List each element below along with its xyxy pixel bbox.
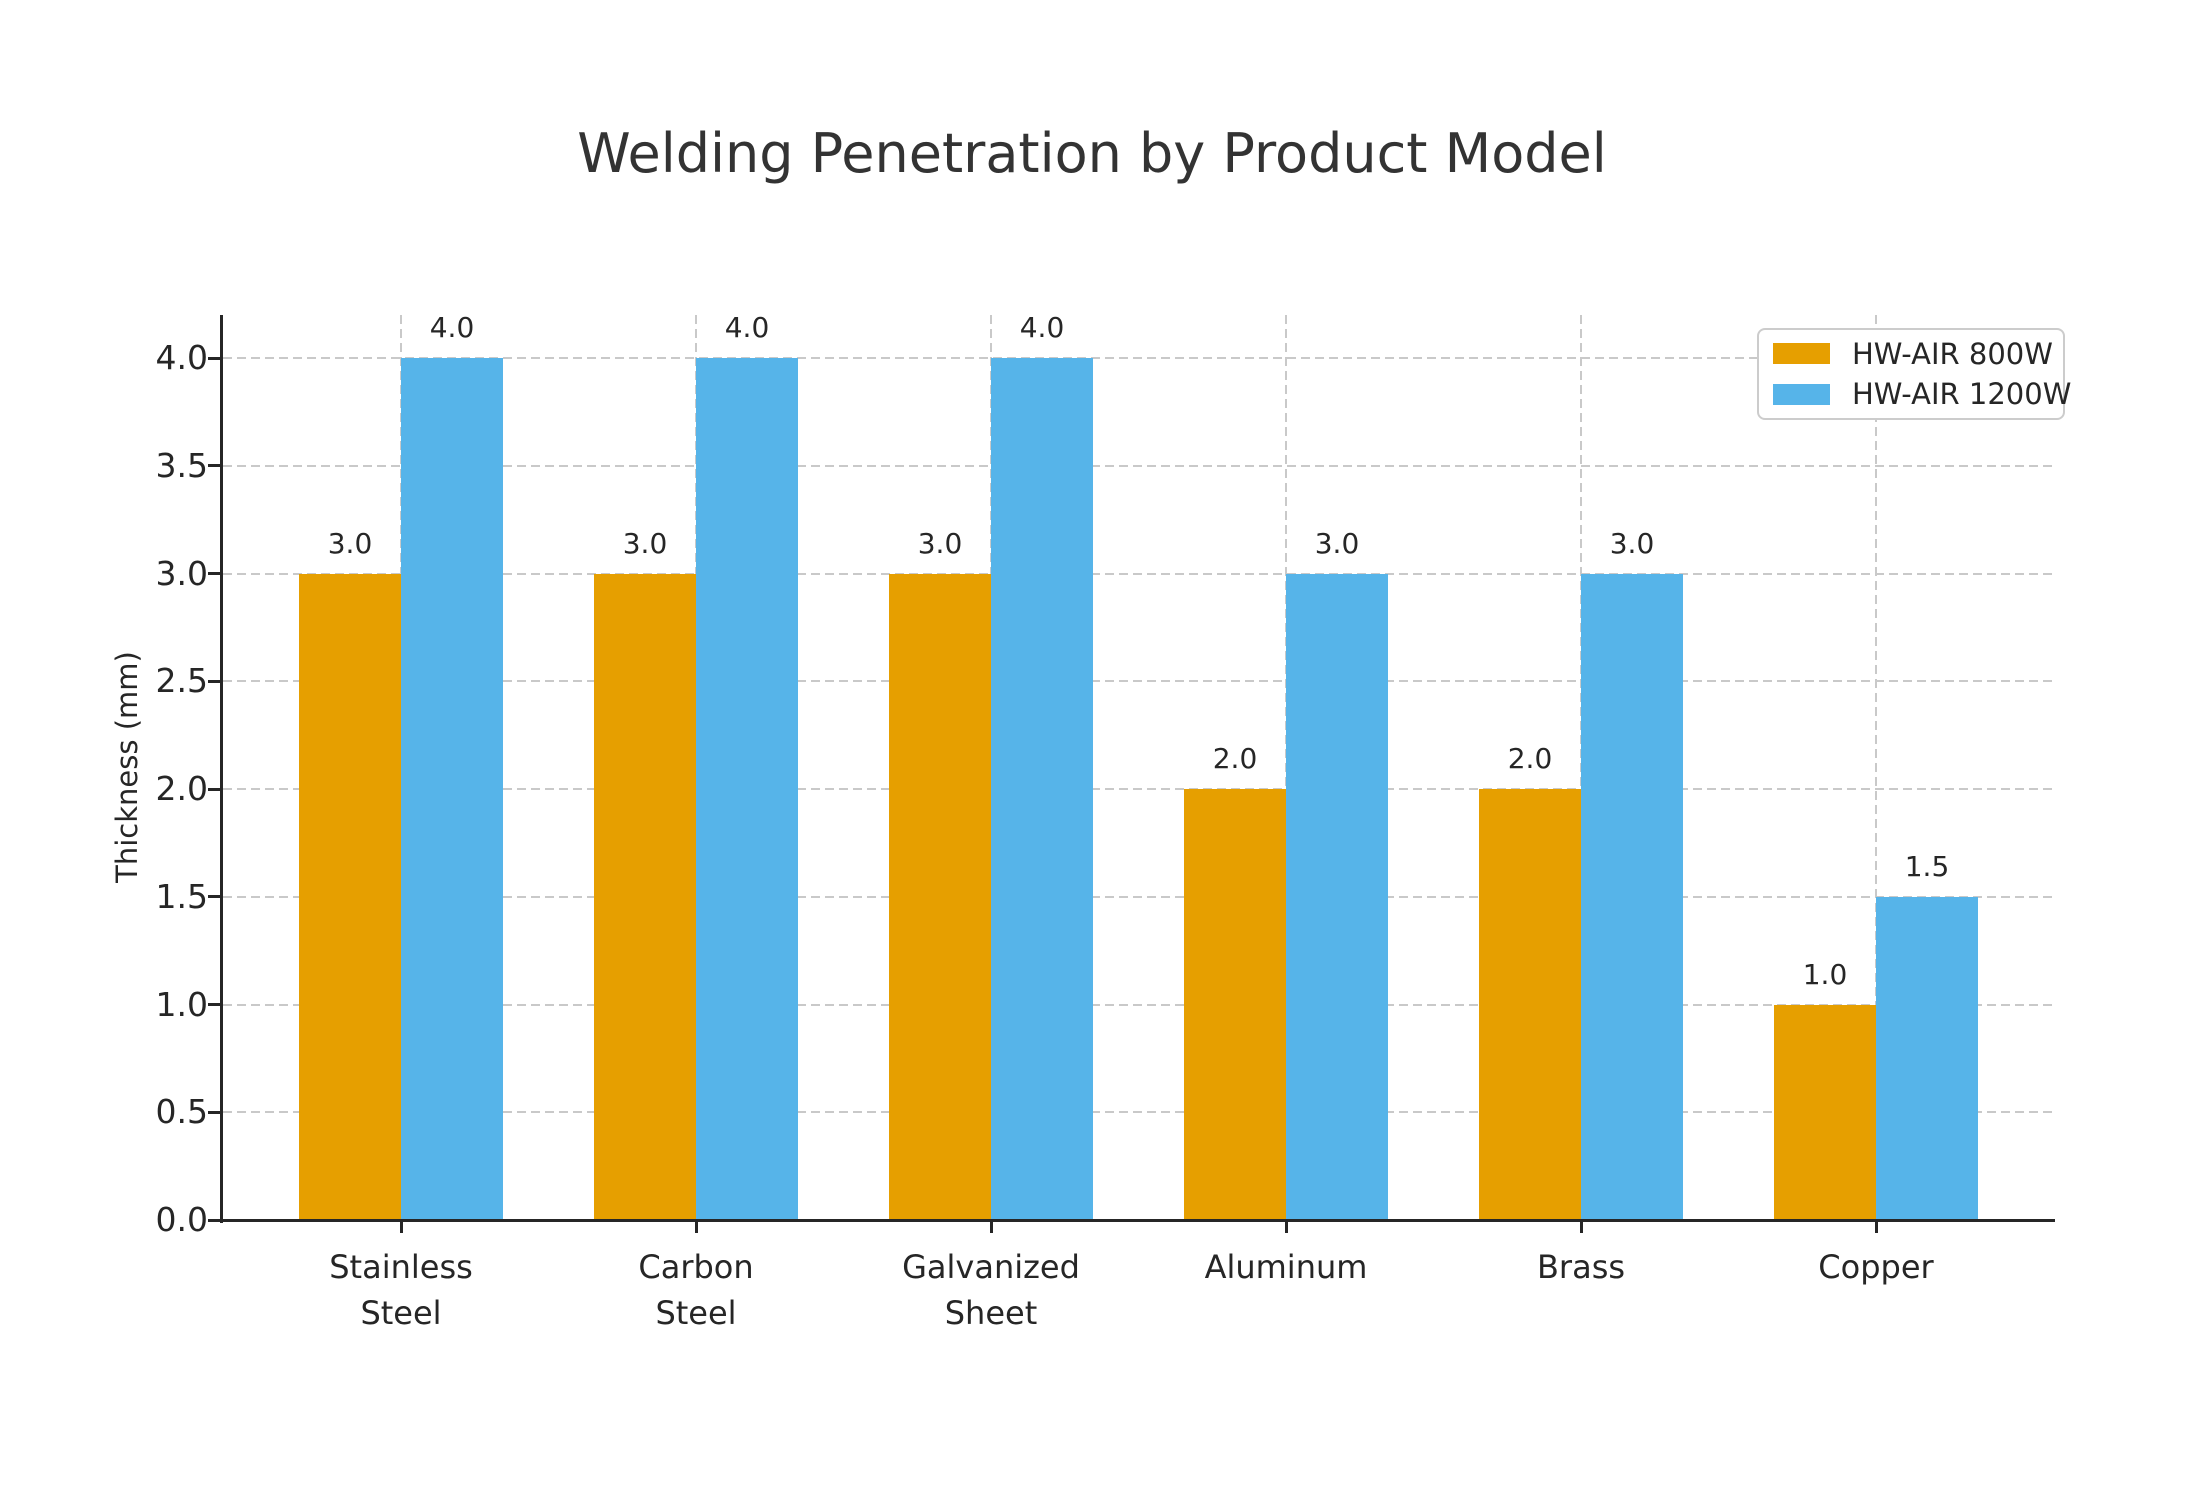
- y-tick-label: 4.0: [155, 338, 208, 377]
- y-tick-label: 0.0: [155, 1200, 208, 1239]
- legend-swatch: [1773, 383, 1830, 405]
- legend: HW-AIR 800W HW-AIR 1200W: [1757, 328, 2071, 420]
- y-axis-spine: [220, 315, 223, 1223]
- bar-value-label: 4.0: [1019, 311, 1065, 344]
- gridline-horizontal: [223, 788, 2055, 790]
- bar-value-label: 2.0: [1212, 742, 1258, 775]
- x-axis-spine: [220, 1219, 2055, 1222]
- bar-value-label: 3.0: [917, 526, 963, 560]
- y-tick-label: 0.5: [155, 1092, 208, 1132]
- bar: [889, 573, 991, 1220]
- bar: [594, 573, 696, 1220]
- x-tick-label: Stainless Steel: [329, 1248, 473, 1332]
- x-tick-label: Aluminum: [1204, 1248, 1368, 1286]
- bar-value-label: 3.0: [1314, 526, 1360, 560]
- bar: [1774, 1004, 1876, 1220]
- x-tick-mark: [1874, 1222, 1878, 1233]
- x-tick-label: Galvanized Sheet: [902, 1248, 1080, 1332]
- y-tick-mark: [208, 1218, 221, 1222]
- bar: [1581, 573, 1683, 1220]
- legend-item: HW-AIR 1200W: [1773, 377, 2071, 411]
- y-tick-mark: [208, 464, 221, 468]
- bar-value-label: 3.0: [327, 526, 373, 560]
- y-tick-label: 3.0: [155, 553, 208, 593]
- bar-value-label: 1.0: [1802, 957, 1848, 991]
- bar: [1479, 789, 1581, 1220]
- y-tick-mark: [208, 356, 221, 360]
- chart-title: Welding Penetration by Product Model: [577, 122, 1607, 185]
- bar: [299, 573, 401, 1220]
- bar-value-label: 3.0: [622, 526, 668, 560]
- x-tick-mark: [399, 1222, 403, 1233]
- x-tick-mark: [1579, 1222, 1583, 1233]
- bar-value-label: 2.0: [1507, 742, 1553, 775]
- x-tick-mark: [694, 1222, 698, 1233]
- gridline-horizontal: [223, 357, 2055, 359]
- bar: [1286, 573, 1388, 1220]
- y-tick-label: 1.5: [155, 876, 208, 916]
- gridline-horizontal: [223, 464, 2055, 467]
- bar-value-label: 1.5: [1904, 849, 1950, 883]
- gridline-horizontal: [223, 680, 2055, 683]
- bar: [1184, 789, 1286, 1220]
- legend-item: HW-AIR 800W: [1773, 337, 2053, 371]
- plot-area: 3.0 3.0 3.0 2.0 2.0 1.0 4.0 4.0 4.0 3.0 3.0 1.5: [223, 311, 2055, 1220]
- y-tick-mark: [208, 1003, 221, 1006]
- legend-label: HW-AIR 800W: [1852, 336, 2053, 371]
- legend-label: HW-AIR 1200W: [1852, 377, 2072, 412]
- gridline-horizontal: [223, 572, 2055, 575]
- y-tick-label: 3.5: [155, 445, 208, 485]
- bar: [696, 358, 798, 1220]
- x-tick-mark: [989, 1222, 993, 1233]
- bar: [401, 358, 503, 1220]
- y-tick-mark: [208, 572, 221, 575]
- y-tick-label: 2.0: [155, 769, 208, 808]
- y-tick-mark: [208, 1110, 221, 1114]
- x-tick-label: Carbon Steel: [638, 1248, 754, 1332]
- y-tick-label: 1.0: [155, 984, 208, 1024]
- bar-value-label: 3.0: [1609, 526, 1655, 560]
- legend-swatch: [1773, 343, 1830, 365]
- gridline-horizontal: [223, 1111, 2055, 1114]
- bar-value-label: 4.0: [429, 311, 475, 344]
- gridline-horizontal: [223, 895, 2055, 898]
- y-tick-mark: [208, 895, 221, 899]
- y-tick-mark: [208, 787, 221, 791]
- gridline-vertical: [1875, 315, 1877, 1220]
- bar: [991, 358, 1093, 1220]
- gridline-horizontal: [223, 1003, 2055, 1006]
- y-tick-mark: [208, 679, 221, 683]
- x-tick-mark: [1284, 1222, 1288, 1233]
- bar-value-label: 4.0: [724, 311, 770, 344]
- y-tick-label: 2.5: [155, 661, 208, 701]
- x-tick-label: Copper: [1818, 1248, 1934, 1286]
- bar: [1876, 896, 1978, 1220]
- x-tick-label: Brass: [1536, 1248, 1626, 1286]
